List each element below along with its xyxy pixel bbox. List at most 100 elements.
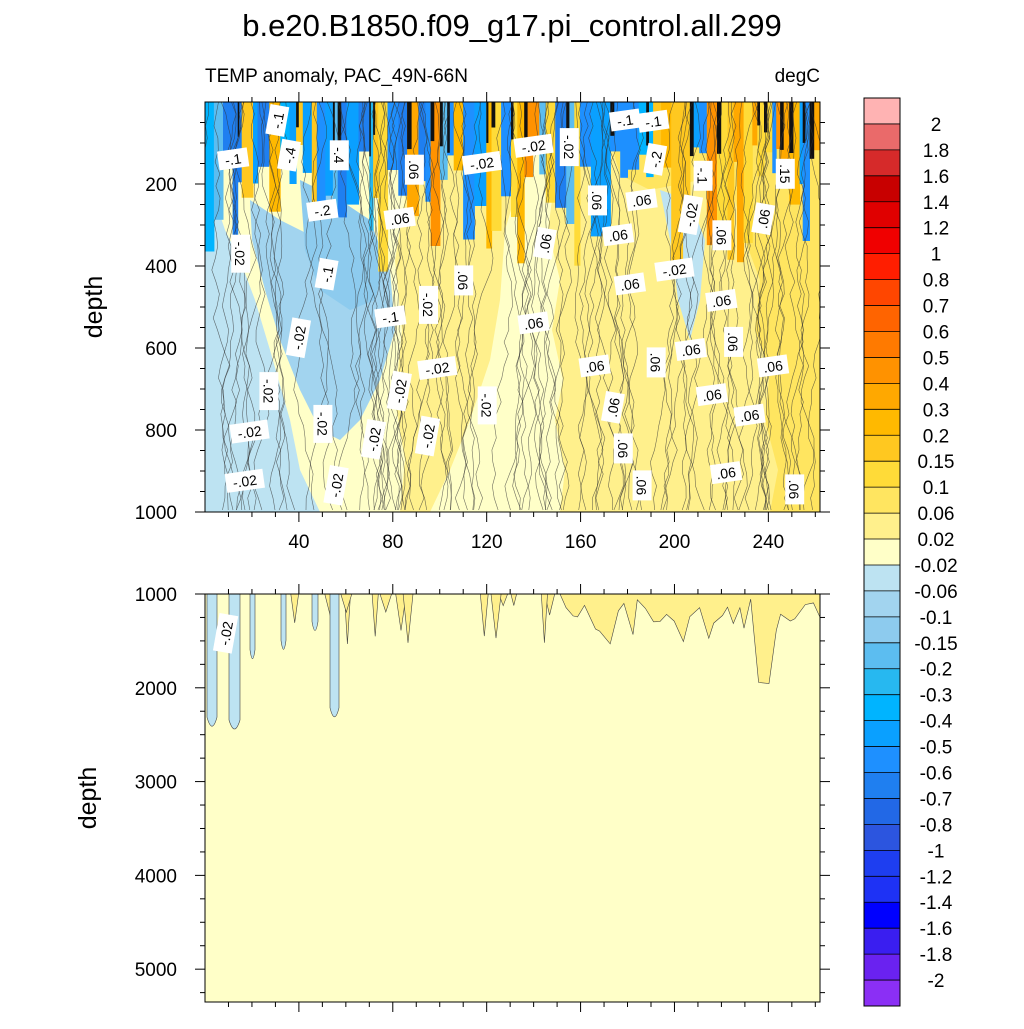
- contour-label: -.1: [374, 305, 407, 329]
- contour-label-text: -.1: [318, 265, 337, 284]
- surface-stripe: [269, 102, 281, 212]
- contour-label-text: .06: [389, 209, 411, 228]
- surface-dense-contours: [373, 102, 376, 135]
- colorbar-swatch: [864, 227, 900, 254]
- contour-label: .06: [709, 461, 743, 485]
- x-tick-label: 200: [659, 532, 691, 553]
- colorbar-swatch: [864, 798, 900, 825]
- contour-line: [269, 102, 285, 511]
- colorbar-swatch: [864, 564, 900, 592]
- contour-label-bg: [360, 418, 387, 460]
- contour-label-bg: [751, 202, 776, 236]
- contour-label-bg: [414, 415, 441, 457]
- surface-stripe: [772, 102, 777, 174]
- contour-label: -.02: [417, 355, 458, 381]
- surface-stripe: [205, 102, 215, 252]
- contour-line: [743, 102, 768, 511]
- contour-label-bg: [314, 257, 339, 291]
- surface-stripe: [579, 102, 592, 167]
- contour-label-text: -.02: [390, 378, 410, 405]
- contour-label-text: .06: [634, 476, 650, 496]
- contour-line: [293, 102, 318, 511]
- contour-label-text: .06: [713, 226, 729, 246]
- contour-label: -.02: [654, 257, 695, 282]
- surface-dense-contours: [717, 102, 722, 154]
- colorbar-swatch: [864, 642, 900, 670]
- contour-label: .06: [646, 347, 666, 378]
- surface-stripe: [501, 102, 512, 197]
- colorbar-label: 1.4: [923, 193, 950, 214]
- surface-stripe: [752, 102, 758, 146]
- contour-label-text: .06: [754, 208, 773, 230]
- surface-stripe: [241, 102, 254, 198]
- contour-line: [242, 102, 263, 511]
- surface-dense-contours: [566, 102, 570, 149]
- contour-label-bg: [404, 154, 424, 185]
- surface-stripe: [237, 102, 243, 183]
- contour-label-bg: [637, 109, 670, 133]
- contour-line: [744, 102, 773, 511]
- contour-label-bg: [785, 474, 805, 505]
- colorbar-label: -0.7: [920, 790, 953, 811]
- contour-label: -.1: [265, 103, 290, 137]
- colorbar-swatch: [864, 305, 900, 332]
- contour-label-text: -.4: [331, 147, 347, 164]
- surface-stripe: [398, 102, 408, 196]
- colorbar-swatch: [864, 279, 900, 306]
- contour-line: [390, 102, 409, 511]
- contour-label: .06: [600, 390, 625, 424]
- colorbar-label: -0.1: [920, 608, 953, 629]
- contour-line: [340, 102, 391, 511]
- contour-label: .06: [532, 226, 557, 260]
- surface-stripe: [447, 102, 455, 156]
- contour-label-text: -.1: [644, 113, 663, 131]
- contour-label-bg: [419, 285, 438, 324]
- contour-label: -.02: [513, 133, 554, 158]
- y-tick-label: 600: [145, 339, 177, 360]
- contour-label-text: .06: [786, 480, 802, 500]
- colorbar-label: -0.3: [920, 686, 953, 707]
- contour-label: -.02: [224, 468, 265, 493]
- surface-stripe: [776, 102, 781, 149]
- contour-label: -.02: [285, 317, 312, 359]
- contour-label-bg: [632, 470, 652, 501]
- lower-cool-plume: [228, 594, 241, 730]
- contour-label: .06: [578, 354, 611, 378]
- colorbar-label: 0.02: [918, 530, 955, 551]
- contour-line: [491, 102, 516, 511]
- colorbar-swatch: [864, 487, 900, 514]
- surface-stripe: [223, 102, 234, 164]
- contour-line: [508, 102, 529, 511]
- colorbar-label: 1: [931, 245, 942, 266]
- contour-line: [755, 102, 772, 511]
- contour-line: [784, 102, 811, 511]
- surface-stripe: [346, 102, 360, 205]
- contour-label-bg: [601, 223, 635, 247]
- lower-warm-patch: [290, 594, 299, 623]
- colorbar-label: -0.6: [920, 764, 953, 785]
- lower-warm-patch: [402, 594, 414, 643]
- colorbar-label: 0.5: [923, 348, 949, 369]
- contour-label-bg: [386, 370, 412, 412]
- contour-label: .06: [695, 383, 729, 407]
- surface-dense-contours: [439, 102, 443, 147]
- surface-dense-contours: [511, 102, 514, 140]
- contour-label: .06: [383, 206, 416, 230]
- surface-stripe: [296, 102, 304, 145]
- contour-label-bg: [600, 390, 625, 424]
- contour-label: -.02: [677, 194, 704, 236]
- colorbar-label: -1.4: [920, 893, 953, 914]
- contour-label-text: -.1: [381, 308, 400, 326]
- contour-line: [432, 102, 449, 511]
- surface-dense-contours: [764, 102, 768, 133]
- contour-line: [453, 102, 475, 511]
- surface-stripe: [369, 102, 374, 231]
- contour-label-text: -.02: [521, 137, 547, 156]
- colorbar-label: -1.2: [920, 867, 953, 888]
- contour-line: [418, 102, 450, 511]
- contour-label-bg: [643, 142, 668, 176]
- lower-warm-patch: [510, 594, 517, 606]
- contour-label-bg: [709, 461, 743, 485]
- contour-label-text: -.02: [661, 260, 687, 279]
